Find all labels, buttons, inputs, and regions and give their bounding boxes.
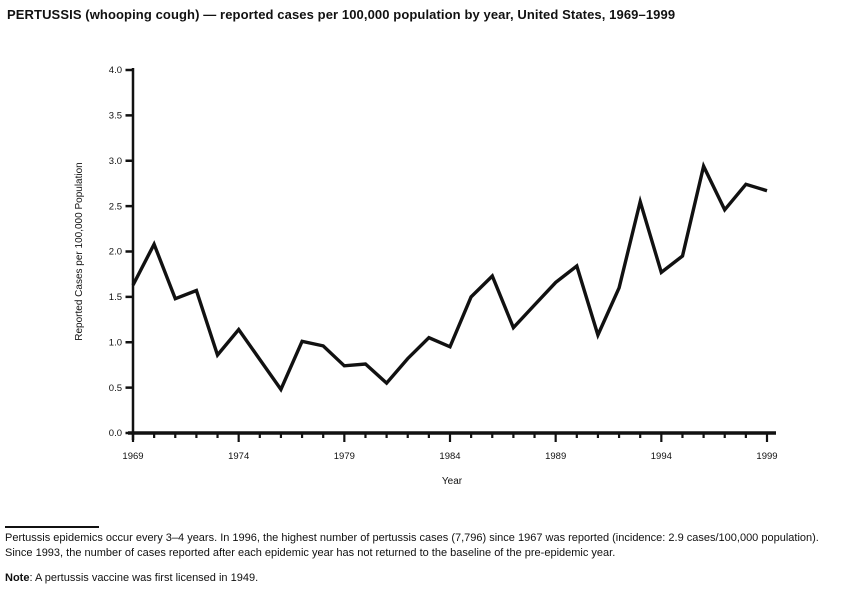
y-tick-label: 3.0 bbox=[109, 156, 122, 167]
note-body: : A pertussis vaccine was first licensed… bbox=[29, 572, 259, 584]
x-tick-label: 1994 bbox=[651, 451, 672, 462]
note-paragraph: Note: A pertussis vaccine was first lice… bbox=[5, 571, 853, 586]
incidence-line bbox=[131, 161, 768, 393]
footnote-paragraph: Pertussis epidemics occur every 3–4 year… bbox=[5, 531, 853, 561]
x-tick-label: 1984 bbox=[439, 451, 460, 462]
footnote-line-2: Since 1993, the number of cases reported… bbox=[5, 547, 616, 559]
y-tick-label: 2.5 bbox=[109, 201, 122, 212]
x-tick-label: 1974 bbox=[228, 451, 249, 462]
x-tick-label: 1979 bbox=[334, 451, 355, 462]
footnote-section: Pertussis epidemics occur every 3–4 year… bbox=[5, 522, 853, 586]
y-tick-label: 2.0 bbox=[109, 247, 122, 258]
footnote-rule bbox=[5, 526, 99, 528]
pertussis-incidence-line-chart: 0.0 0.5 1.0 1.5 2.0 2.5 3.0 3.5 4.0 1969 1974 1979 1… bbox=[74, 65, 778, 487]
figure-title: PERTUSSIS (whooping cough) — reported ca… bbox=[7, 7, 676, 22]
y-tick-label: 1.0 bbox=[109, 337, 122, 348]
y-tick-label: 0.0 bbox=[109, 428, 122, 439]
x-tick-label: 1999 bbox=[756, 451, 777, 462]
x-tick-label: 1989 bbox=[545, 451, 566, 462]
y-tick-label: 0.5 bbox=[109, 383, 122, 394]
y-tick-label: 3.5 bbox=[109, 111, 122, 122]
y-axis-title: Reported Cases per 100,000 Population bbox=[74, 162, 85, 340]
note-label: Note bbox=[5, 572, 30, 584]
footnote-line-1: Pertussis epidemics occur every 3–4 year… bbox=[5, 532, 819, 544]
x-tick-label: 1969 bbox=[122, 451, 143, 462]
y-tick-label: 4.0 bbox=[109, 65, 122, 76]
x-axis-title: Year bbox=[442, 476, 463, 487]
y-tick-label: 1.5 bbox=[109, 292, 122, 303]
